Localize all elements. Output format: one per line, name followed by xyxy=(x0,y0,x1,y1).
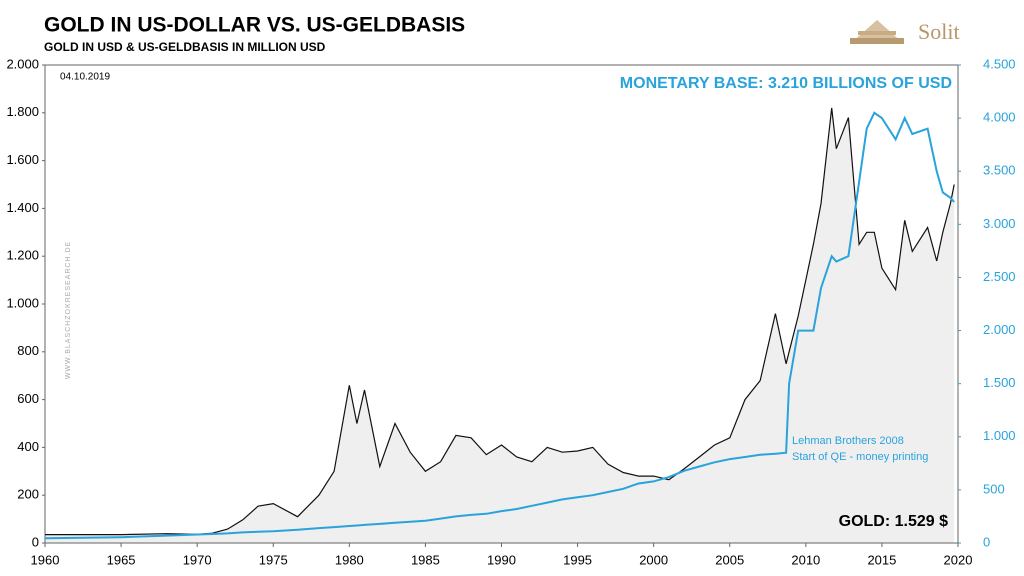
y-tick-label: 1.600 xyxy=(6,152,39,167)
y2-tick-label: 2.500 xyxy=(983,269,1016,284)
y-tick-label: 600 xyxy=(17,391,39,406)
x-tick-label: 1960 xyxy=(31,552,60,567)
x-tick-label: 1990 xyxy=(487,552,516,567)
y2-tick-label: 3.000 xyxy=(983,216,1016,231)
x-tick-label: 2020 xyxy=(944,552,973,567)
x-tick-label: 1970 xyxy=(183,552,212,567)
area xyxy=(45,108,955,543)
annotation: Start of QE - money printing xyxy=(792,451,928,463)
chart-subtitle: GOLD IN USD & US-GELDBASIS IN MILLION US… xyxy=(44,40,326,54)
y2-tick-label: 500 xyxy=(983,481,1005,496)
annotation: Lehman Brothers 2008 xyxy=(792,435,904,447)
y-tick-label: 1.000 xyxy=(6,295,39,310)
y-tick-label: 0 xyxy=(32,534,39,549)
x-tick-label: 1995 xyxy=(563,552,592,567)
x-tick-label: 1985 xyxy=(411,552,440,567)
logo-text: Solit xyxy=(918,19,960,44)
line xyxy=(45,107,955,536)
x-tick-label: 1975 xyxy=(259,552,288,567)
x-tick-label: 2010 xyxy=(791,552,820,567)
y2-tick-label: 1.500 xyxy=(983,375,1016,390)
line xyxy=(44,111,955,540)
y-tick-label: 1.400 xyxy=(6,200,39,215)
y-tick-label: 400 xyxy=(17,439,39,454)
y-tick-label: 800 xyxy=(17,343,39,358)
x-tick-label: 1980 xyxy=(335,552,364,567)
headline: MONETARY BASE: 3.210 BILLIONS OF USD xyxy=(620,75,952,92)
y-tick-label: 200 xyxy=(17,487,39,502)
chart-title: GOLD IN US-DOLLAR VS. US-GELDBASIS xyxy=(44,14,465,37)
y2-tick-label: 2.000 xyxy=(983,322,1016,337)
y2-tick-label: 0 xyxy=(983,534,990,549)
x-tick-label: 2005 xyxy=(715,552,744,567)
y2-tick-label: 4.500 xyxy=(983,56,1016,71)
x-tick-label: 2015 xyxy=(867,552,896,567)
logo-icon xyxy=(850,20,904,44)
y-tick-label: 1.800 xyxy=(6,104,39,119)
y-tick-label: 1.200 xyxy=(6,248,39,263)
gold-label: GOLD: 1.529 $ xyxy=(839,513,948,530)
x-tick-label: 1965 xyxy=(107,552,136,567)
y2-tick-label: 3.500 xyxy=(983,163,1016,178)
date-label: 04.10.2019 xyxy=(60,72,110,83)
watermark: WWW.BLASCHZOKRESEARCH.DE xyxy=(65,241,72,379)
y-tick-label: 2.000 xyxy=(6,56,39,71)
y2-tick-label: 4.000 xyxy=(983,110,1016,125)
x-tick-label: 2000 xyxy=(639,552,668,567)
y2-tick-label: 1.000 xyxy=(983,428,1016,443)
